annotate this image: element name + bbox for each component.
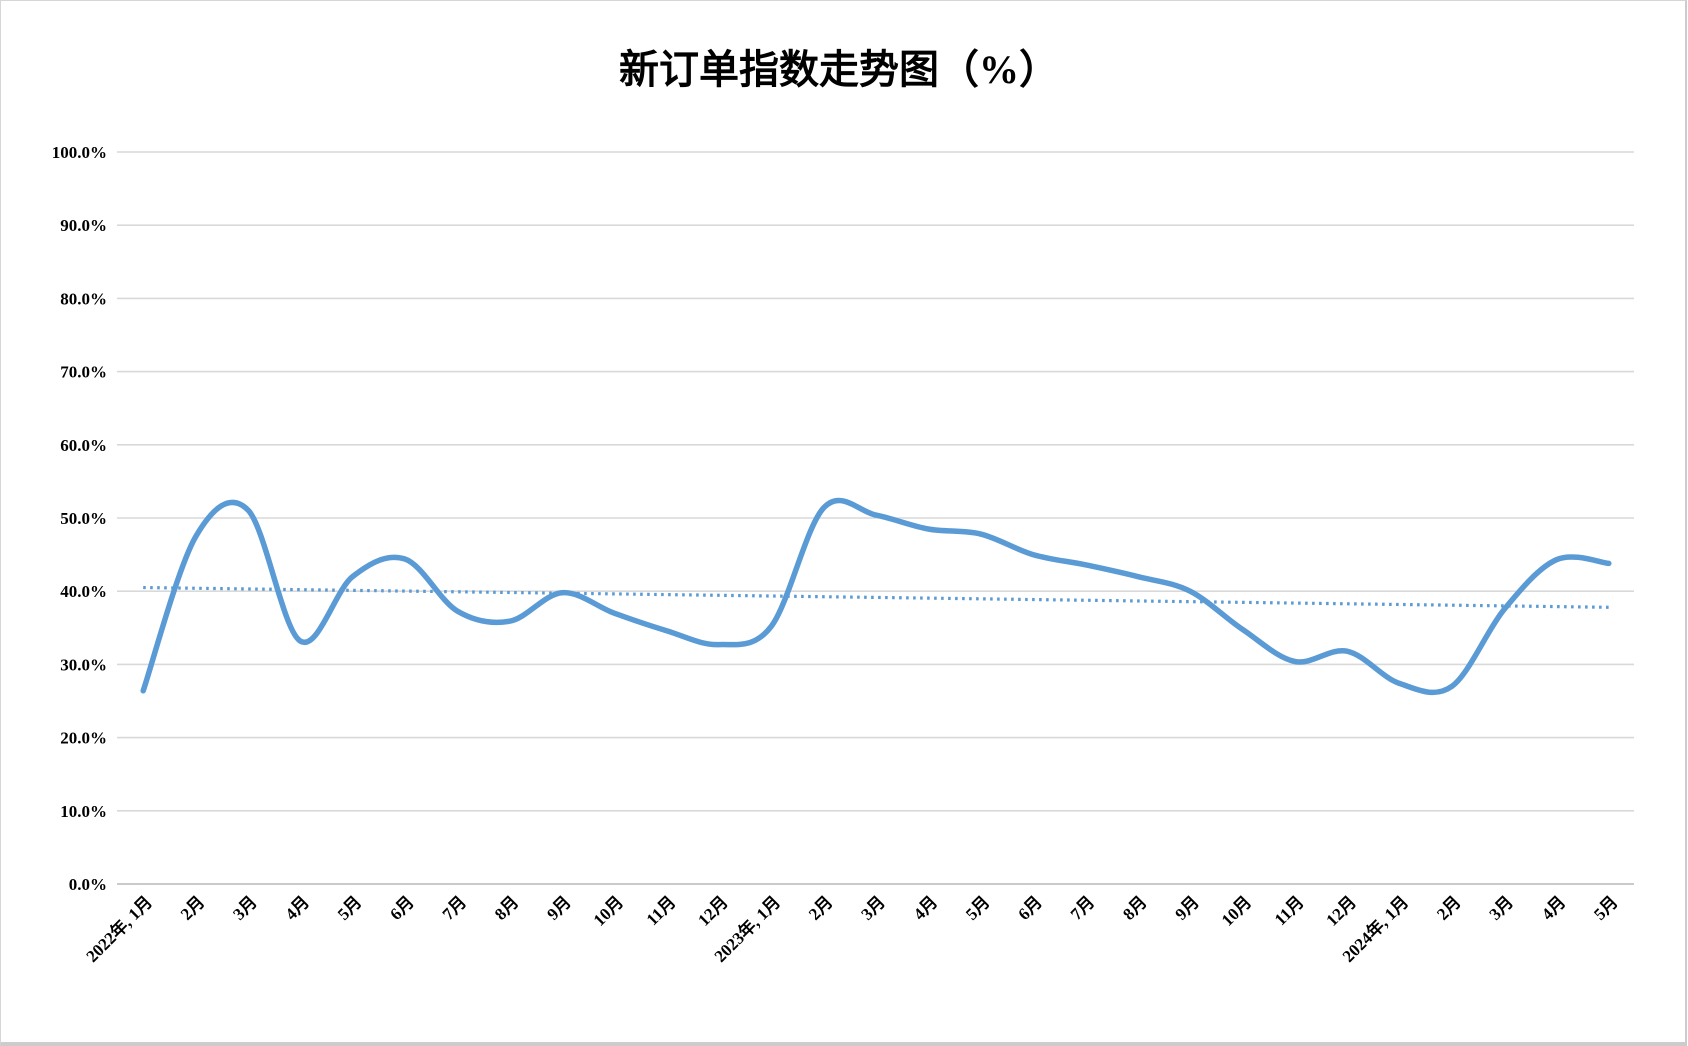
x-axis-tick-label: 3月	[857, 892, 888, 923]
x-axis-tick-label: 8月	[491, 892, 522, 923]
x-axis-tick-label: 4月	[1538, 892, 1569, 923]
y-axis-tick-label: 20.0%	[60, 729, 107, 748]
x-axis-tick-label: 6月	[1014, 892, 1045, 923]
y-axis-labels-group: 0.0% 10.0% 20.0% 30.0% 40.0% 50.0% 60.0% 70.0% 8…	[52, 143, 107, 894]
x-axis-tick-label: 9月	[543, 892, 574, 923]
gridlines-group	[117, 151, 1634, 885]
y-axis-tick-label: 70.0%	[60, 363, 107, 382]
y-axis-tick-label: 80.0%	[60, 289, 107, 308]
x-axis-tick-label: 2月	[177, 892, 208, 923]
x-axis-tick-label: 7月	[1067, 892, 1098, 923]
x-axis-tick-label: 5月	[962, 892, 993, 923]
x-axis-tick-label: 12月	[694, 892, 731, 929]
x-axis-tick-label: 4月	[282, 892, 313, 923]
x-axis-labels-group: 2022年, 1月 2月 3月 4月 5月 6月 7月 8月 9月 10月 11月 12月2023年,…	[82, 892, 1622, 966]
x-axis-tick-label: 3月	[229, 892, 260, 923]
x-axis-tick-label: 12月	[1322, 892, 1359, 929]
x-axis-tick-label: 7月	[439, 892, 470, 923]
x-axis-tick-label: 4月	[910, 892, 941, 923]
x-axis-tick-label: 3月	[1486, 892, 1517, 923]
x-axis-tick-label: 10月	[590, 892, 627, 929]
x-axis-tick-label: 2月	[805, 892, 836, 923]
y-axis-tick-label: 100.0%	[52, 143, 107, 162]
x-axis-tick-label: 9月	[1171, 892, 1202, 923]
x-axis-tick-label: 2022年, 1月	[82, 892, 156, 966]
x-axis-tick-label: 11月	[1271, 892, 1308, 929]
x-axis-tick-label: 10月	[1218, 892, 1255, 929]
x-axis-tick-label: 5月	[334, 892, 365, 923]
y-axis-tick-label: 60.0%	[60, 436, 107, 455]
x-axis-tick-label: 11月	[643, 892, 680, 929]
y-axis-tick-label: 40.0%	[60, 582, 107, 601]
new-order-index-line	[140, 497, 1612, 696]
chart-title: 新订单指数走势图（%）	[619, 47, 1059, 92]
x-axis-tick-label: 2月	[1433, 892, 1464, 923]
x-axis-tick-label: 6月	[386, 892, 417, 923]
y-axis-tick-label: 0.0%	[69, 875, 107, 894]
y-axis-tick-label: 30.0%	[60, 655, 107, 674]
x-axis-tick-label: 5月	[1590, 892, 1621, 923]
y-axis-tick-label: 50.0%	[60, 509, 107, 528]
series-group	[140, 497, 1612, 696]
y-axis-tick-label: 90.0%	[60, 216, 107, 235]
x-axis-tick-label: 8月	[1119, 892, 1150, 923]
y-axis-tick-label: 10.0%	[60, 802, 107, 821]
